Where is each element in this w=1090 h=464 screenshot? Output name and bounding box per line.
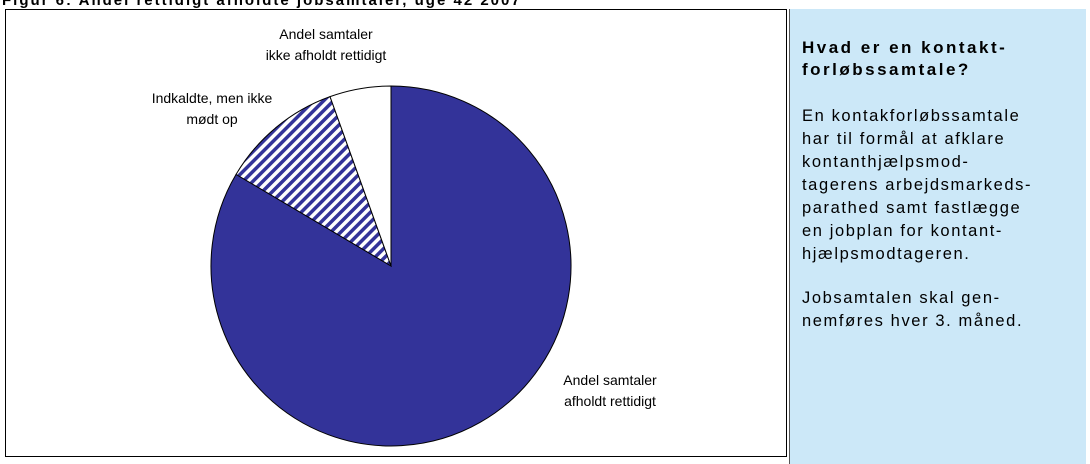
figure-title: Figur 6: Andel rettidigt afholdte jobsam… bbox=[2, 0, 522, 9]
pie-slices bbox=[210, 85, 572, 447]
pie-label-afholdt-rettidigt: Andel samtaler afholdt rettidigt bbox=[563, 372, 657, 409]
sidebar-heading-line: forløbssamtale? bbox=[802, 60, 971, 79]
pie-label-line: mødt op bbox=[186, 111, 238, 127]
pie-slice-ikke-afholdt-rettidigt bbox=[329, 85, 392, 267]
sidebar-text-line: Jobsamtalen skal gen- bbox=[802, 289, 1001, 307]
pie-label-line: afholdt rettidigt bbox=[564, 393, 656, 409]
pie-label-line: Andel samtaler bbox=[279, 26, 373, 42]
pie-label-line: ikke afholdt rettidigt bbox=[266, 47, 387, 63]
pie-label-ikke-afholdt-rettidigt: Andel samtaler ikke afholdt rettidigt bbox=[266, 26, 387, 63]
sidebar-paragraph-frequency: Jobsamtalen skal gen- nemføres hver 3. m… bbox=[802, 287, 1078, 333]
sidebar-text-line: En kontakforløbssamtale bbox=[802, 107, 1021, 125]
chart-area: Andel samtaler afholdt rettidigt Indkaldte… bbox=[5, 9, 787, 457]
sidebar-heading-line: Hvad er en kontakt- bbox=[802, 38, 1008, 57]
pie-chart: Andel samtaler afholdt rettidigt Indkaldte… bbox=[152, 26, 657, 447]
pie-labels: Andel samtaler afholdt rettidigt Indkaldte… bbox=[152, 26, 657, 409]
info-sidebar: Hvad er en kontakt- forløbssamtale? En k… bbox=[789, 9, 1086, 464]
pie-label-line: Andel samtaler bbox=[563, 372, 657, 388]
pie-slice-indkaldte-ikke-moedt bbox=[235, 96, 392, 268]
pie-label-line: Indkaldte, men ikke bbox=[152, 90, 273, 106]
pie-label-indkaldte-ikke-moedt: Indkaldte, men ikke mødt op bbox=[152, 90, 273, 127]
sidebar-paragraph-definition: En kontakforløbssamtale har til formål a… bbox=[802, 105, 1078, 266]
sidebar-text-line: hjælpsmodtageren. bbox=[802, 245, 971, 263]
sidebar-heading: Hvad er en kontakt- forløbssamtale? bbox=[802, 37, 1078, 81]
sidebar-text-line: en jobplan for kontant- bbox=[802, 222, 1003, 240]
sidebar-text-line: tagerens arbejdsmarkeds- bbox=[802, 176, 1033, 194]
sidebar-text-line: nemføres hver 3. måned. bbox=[802, 312, 1024, 330]
sidebar-text-line: har til formål at afklare bbox=[802, 130, 1006, 148]
sidebar-text-line: kontanthjælpsmod- bbox=[802, 153, 970, 171]
sidebar-text-line: parathed samt fastlægge bbox=[802, 199, 1022, 217]
